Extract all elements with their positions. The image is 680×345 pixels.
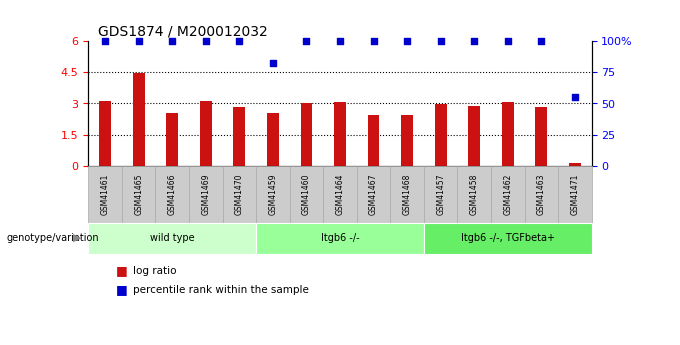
- Point: [100, 39, 111, 44]
- Point: [234, 39, 245, 44]
- Text: GSM41461: GSM41461: [101, 174, 109, 215]
- Point: [536, 39, 547, 44]
- Point: [503, 39, 513, 44]
- Point: [569, 95, 580, 100]
- Text: GSM41469: GSM41469: [201, 173, 210, 215]
- Text: GSM41457: GSM41457: [436, 173, 445, 215]
- Text: Itgb6 -/-: Itgb6 -/-: [321, 233, 359, 243]
- Point: [267, 60, 278, 65]
- Text: GDS1874 / M200012032: GDS1874 / M200012032: [99, 25, 268, 39]
- Text: GSM41470: GSM41470: [235, 173, 244, 215]
- Bar: [133, 73, 145, 166]
- Bar: [435, 104, 447, 166]
- Bar: [535, 107, 547, 166]
- Point: [368, 39, 379, 44]
- Point: [469, 39, 479, 44]
- Point: [133, 39, 144, 44]
- Point: [301, 39, 312, 44]
- Point: [167, 39, 177, 44]
- Bar: [502, 102, 513, 166]
- Bar: [167, 113, 178, 166]
- Text: GSM41471: GSM41471: [571, 174, 579, 215]
- Point: [435, 39, 446, 44]
- Text: GSM41460: GSM41460: [302, 173, 311, 215]
- Bar: [569, 163, 581, 166]
- Text: ■: ■: [116, 264, 127, 277]
- Text: GSM41464: GSM41464: [335, 173, 345, 215]
- Text: ▶: ▶: [73, 233, 82, 243]
- Bar: [368, 115, 379, 166]
- Text: GSM41465: GSM41465: [134, 173, 143, 215]
- Text: genotype/variation: genotype/variation: [7, 233, 99, 243]
- Bar: [469, 106, 480, 166]
- Bar: [99, 101, 111, 166]
- Text: GSM41468: GSM41468: [403, 174, 411, 215]
- Point: [402, 39, 413, 44]
- Text: GSM41466: GSM41466: [168, 173, 177, 215]
- Point: [335, 39, 345, 44]
- Bar: [200, 101, 211, 166]
- Text: GSM41463: GSM41463: [537, 173, 546, 215]
- Text: GSM41458: GSM41458: [470, 174, 479, 215]
- Text: log ratio: log ratio: [133, 266, 176, 276]
- Point: [201, 39, 211, 44]
- Bar: [233, 107, 245, 166]
- Text: wild type: wild type: [150, 233, 194, 243]
- Text: GSM41459: GSM41459: [269, 173, 277, 215]
- Text: ■: ■: [116, 283, 127, 296]
- Text: percentile rank within the sample: percentile rank within the sample: [133, 285, 309, 295]
- Text: Itgb6 -/-, TGFbeta+: Itgb6 -/-, TGFbeta+: [461, 233, 555, 243]
- Bar: [267, 113, 279, 166]
- Text: GSM41467: GSM41467: [369, 173, 378, 215]
- Bar: [301, 104, 312, 166]
- Text: GSM41462: GSM41462: [503, 174, 512, 215]
- Bar: [401, 115, 413, 166]
- Bar: [334, 102, 346, 166]
